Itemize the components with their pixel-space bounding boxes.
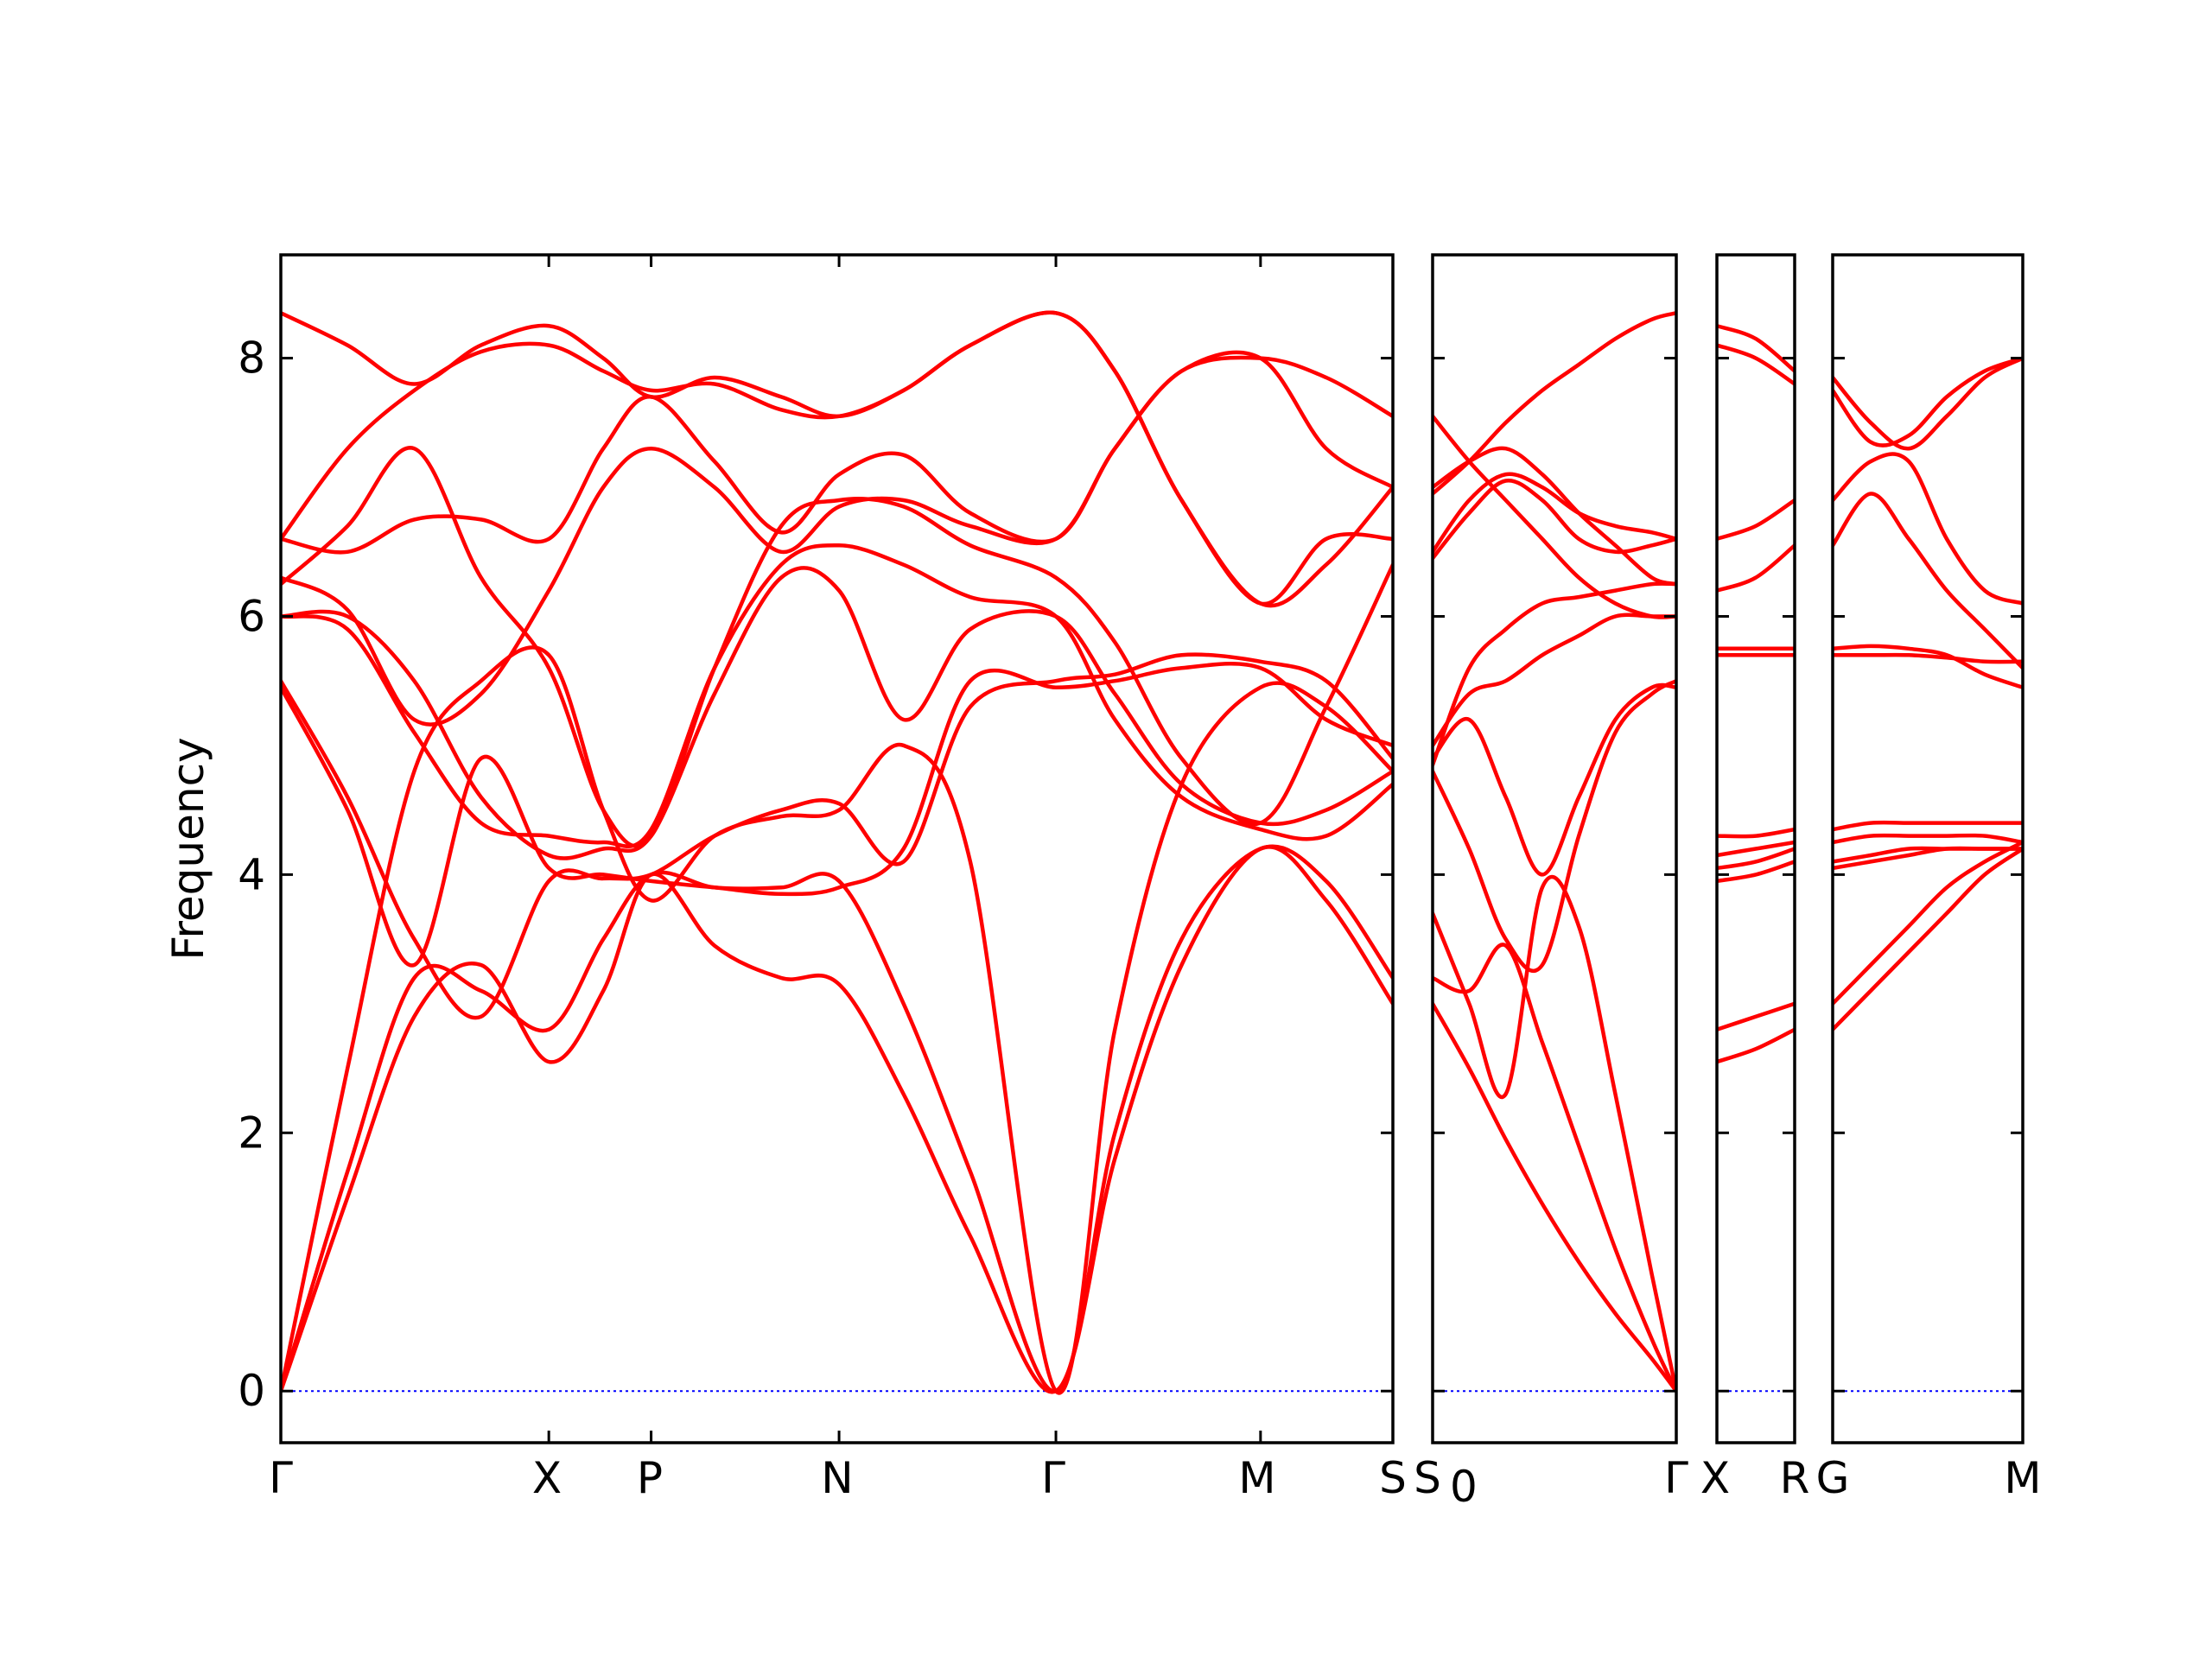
- band-line-3: [1717, 860, 1795, 884]
- band-line-1: [1717, 1027, 1795, 1064]
- x-tick-label: 0: [1450, 1462, 1478, 1512]
- x-tick-label: Γ: [1664, 1453, 1688, 1503]
- band-line-2: [1433, 943, 1676, 1393]
- band-group: [1433, 311, 1676, 1393]
- panel-1: 0 2 4 6 8: [238, 253, 1395, 1444]
- band-line-7: [1833, 652, 2023, 664]
- x-tick-label: Γ: [269, 1453, 293, 1503]
- band-line-7: [1433, 581, 1676, 767]
- y-tick-label: 6: [238, 591, 265, 641]
- panel-3: [1715, 253, 1796, 1444]
- band-line-2: [281, 844, 1393, 1393]
- x-tick-label: N: [821, 1453, 853, 1503]
- band-line-9: [1833, 492, 2023, 670]
- band-line-9: [281, 446, 1393, 848]
- x-tick-label: M: [1238, 1453, 1275, 1503]
- band-line-12: [1433, 311, 1676, 496]
- band-line-6: [281, 566, 1393, 860]
- panel-frame: [279, 253, 1395, 1444]
- y-tick-label: 8: [238, 333, 265, 384]
- band-line-11: [1717, 343, 1795, 386]
- panel-4: [1831, 253, 2024, 1444]
- band-line-2: [1717, 1001, 1795, 1031]
- band-line-2: [1833, 840, 2023, 1006]
- band-line-5: [1717, 840, 1795, 858]
- band-line-7: [281, 543, 1393, 848]
- panel-frame: [1715, 253, 1796, 1444]
- band-line-4: [281, 652, 1393, 1020]
- band-line-8: [1833, 644, 2023, 689]
- band-line-5: [281, 662, 1393, 968]
- band-line-6: [1433, 613, 1676, 748]
- x-tick-label: S: [1379, 1453, 1407, 1503]
- band-line-6: [1833, 820, 2023, 832]
- panel-2: [1431, 253, 1678, 1444]
- x-tick-label: R: [1780, 1453, 1810, 1503]
- x-tick-label: Γ: [1041, 1453, 1065, 1503]
- band-line-10: [1833, 452, 2023, 606]
- x-tick-label: X: [1700, 1453, 1730, 1503]
- band-group: [1717, 323, 1795, 1064]
- band-line-3: [281, 645, 1393, 1395]
- band-line-6: [1717, 827, 1795, 839]
- band-group: [1833, 356, 2023, 1031]
- band-line-4: [1833, 846, 2023, 864]
- band-line-10: [1717, 498, 1795, 542]
- band-line-8: [281, 355, 1393, 727]
- band-line-1: [1833, 847, 2023, 1031]
- band-line-1: [1433, 1001, 1676, 1393]
- band-line-9: [1717, 543, 1795, 593]
- band-line-10: [281, 350, 1393, 555]
- x-tick-label: M: [2004, 1453, 2041, 1503]
- band-line-8: [1433, 479, 1676, 561]
- band-line-9: [1433, 446, 1676, 587]
- band-line-4: [1433, 678, 1676, 973]
- band-line-5: [1433, 682, 1676, 877]
- band-line-12: [1717, 323, 1795, 373]
- band-line-11: [1433, 472, 1676, 555]
- y-tick-label: 0: [238, 1366, 265, 1416]
- band-line-5: [1833, 833, 2023, 845]
- y-tick-label: 4: [238, 849, 265, 899]
- band-line-1: [281, 845, 1393, 1394]
- x-tick-label: P: [637, 1453, 663, 1503]
- y-axis-label: Frequency: [163, 737, 213, 960]
- x-tick-label: G: [1816, 1453, 1850, 1503]
- band-line-12: [281, 310, 1393, 606]
- panel-frame: [1431, 253, 1678, 1444]
- band-group: [281, 310, 1393, 1395]
- band-line-11: [1833, 356, 2023, 447]
- band-line-4: [1717, 847, 1795, 871]
- x-tick-label: S: [1414, 1453, 1441, 1503]
- band-line-12: [1833, 356, 2023, 451]
- panel-frame: [1831, 253, 2024, 1444]
- y-tick-label: 2: [238, 1108, 265, 1158]
- x-tick-label: X: [532, 1453, 562, 1503]
